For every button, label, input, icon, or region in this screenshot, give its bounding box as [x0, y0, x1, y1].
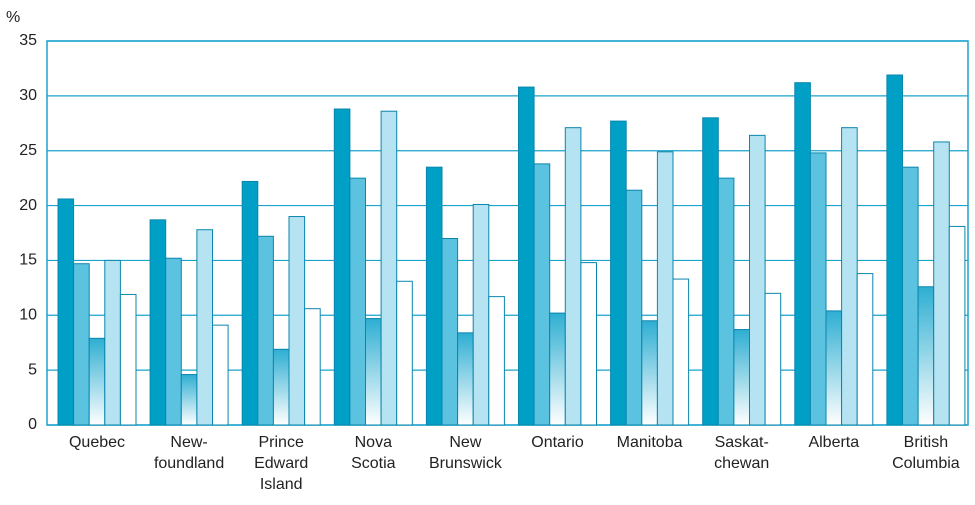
x-tick-label: British Columbia [892, 434, 960, 472]
x-tick-label: New Brunswick [428, 434, 502, 472]
y-tick-label: 25 [19, 142, 37, 159]
bar [333, 108, 351, 426]
y-axis-label: % [6, 9, 20, 26]
bar [212, 324, 229, 426]
bar [841, 127, 858, 426]
bar [564, 127, 582, 426]
x-tick-label: Quebec [68, 434, 126, 451]
bar [856, 273, 874, 426]
y-tick-label: 10 [19, 307, 37, 324]
bar [933, 141, 950, 426]
bar [88, 337, 106, 426]
bar [794, 82, 811, 426]
y-tick-label: 5 [28, 361, 37, 378]
x-tick-label: New- foundland [153, 434, 225, 472]
y-tick-label: 0 [28, 416, 37, 433]
bar [73, 263, 90, 426]
bar [104, 259, 121, 426]
bar [717, 177, 735, 426]
bar [196, 229, 213, 426]
plot-frame [46, 40, 969, 426]
bar [241, 180, 259, 426]
bar [472, 203, 490, 426]
bar [257, 235, 274, 426]
bar [764, 292, 782, 426]
bar [809, 152, 827, 426]
bar [425, 166, 443, 426]
bar [656, 151, 674, 426]
bar [825, 310, 843, 426]
x-tick-label: Ontario [531, 434, 584, 451]
bar [457, 332, 474, 426]
bar [380, 110, 398, 426]
bar [304, 308, 321, 426]
x-tick-label: Prince Edward Island [254, 434, 309, 493]
bar [288, 216, 306, 426]
bar [119, 293, 137, 426]
x-tick-label: Nova Scotia [351, 434, 396, 472]
bar [886, 74, 904, 426]
bar [549, 312, 566, 426]
y-tick-label: 15 [19, 252, 37, 269]
bar [533, 163, 551, 426]
x-tick-label: Alberta [808, 434, 860, 451]
bar [488, 296, 505, 426]
bar [749, 134, 766, 426]
bar [349, 177, 366, 426]
bar [518, 86, 535, 426]
bar [672, 278, 690, 426]
bar [610, 120, 627, 426]
bar [165, 257, 182, 426]
bar [580, 262, 598, 426]
bar [625, 189, 643, 426]
x-tick-label: Manitoba [616, 434, 683, 451]
bar [365, 318, 382, 426]
bar [441, 237, 459, 426]
bar [57, 198, 75, 426]
bar [641, 320, 658, 426]
y-tick-label: 20 [19, 197, 37, 214]
y-tick-label: 35 [19, 32, 37, 49]
x-tick-label: Saskat- chewan [714, 434, 770, 472]
bar [702, 117, 719, 426]
bar [149, 219, 167, 426]
bar [733, 329, 751, 426]
bar [272, 348, 290, 426]
bar [917, 286, 935, 426]
bar [180, 374, 198, 426]
bar [902, 166, 919, 426]
y-tick-label: 30 [19, 87, 37, 104]
bar [396, 280, 413, 426]
bar [948, 225, 966, 426]
